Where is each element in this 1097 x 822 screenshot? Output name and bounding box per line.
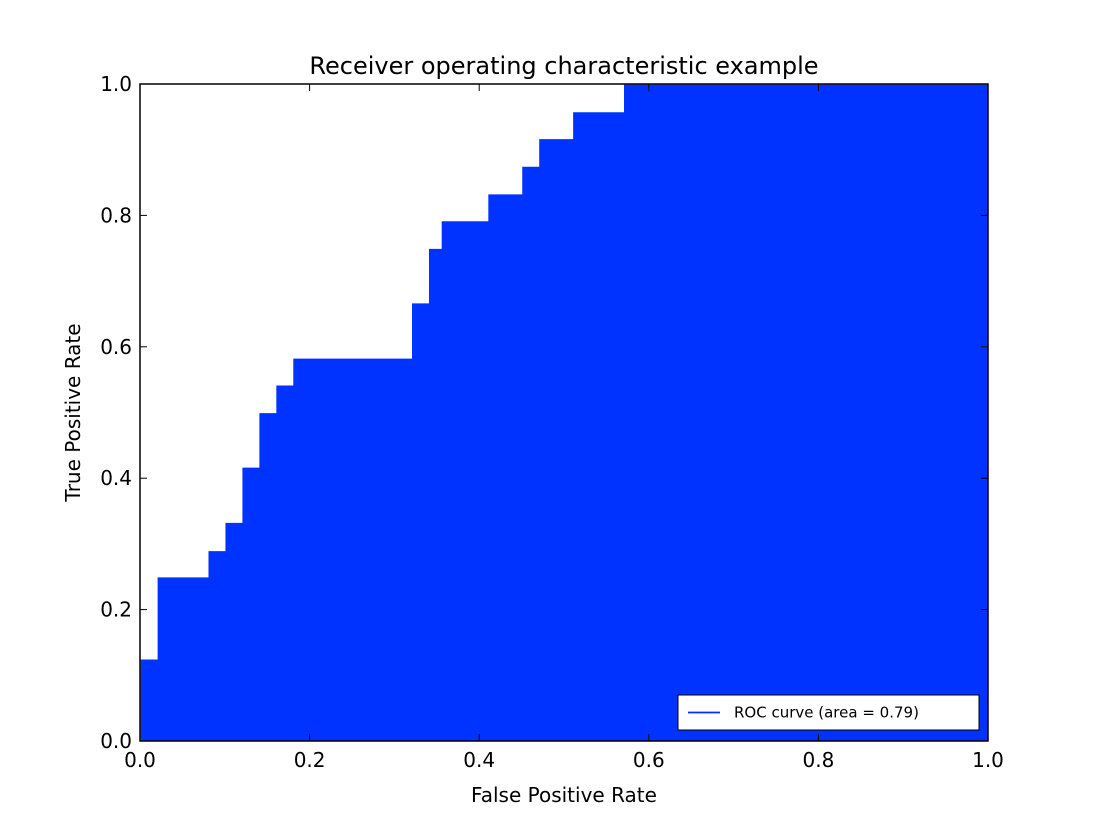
x-axis-label: False Positive Rate [471, 783, 657, 807]
tick-label-layer: 0.0 0.2 0.4 0.6 0.8 1.0 0.0 0.2 0.4 0.6 0.8 1.0 [100, 72, 1004, 772]
y-axis-label: True Positive Rate [61, 323, 85, 502]
roc-area-fill [140, 84, 988, 741]
y-tick-label: 0.2 [100, 598, 132, 622]
roc-curve-line [139, 83, 988, 741]
chart-title: Receiver operating characteristic exampl… [309, 52, 818, 80]
y-tick-label: 1.0 [100, 72, 132, 96]
y-tick-label: 0.6 [100, 335, 132, 359]
x-tick-label: 0.0 [124, 748, 156, 772]
x-tick-label: 1.0 [972, 748, 1004, 772]
x-tick-label: 0.4 [463, 748, 495, 772]
legend: ROC curve (area = 0.79) [677, 694, 980, 731]
y-tick-label: 0.8 [100, 203, 132, 227]
x-tick-label: 0.6 [633, 748, 665, 772]
y-tick-label: 0.0 [100, 729, 132, 753]
legend-entry-label: ROC curve (area = 0.79) [734, 704, 919, 722]
legend-box [677, 694, 980, 731]
area-layer [139, 83, 988, 741]
y-tick-label: 0.4 [100, 466, 132, 490]
tick-layer [139, 83, 989, 742]
x-tick-label: 0.2 [294, 748, 326, 772]
x-tick-label: 0.8 [802, 748, 834, 772]
plot-frame [139, 83, 989, 742]
